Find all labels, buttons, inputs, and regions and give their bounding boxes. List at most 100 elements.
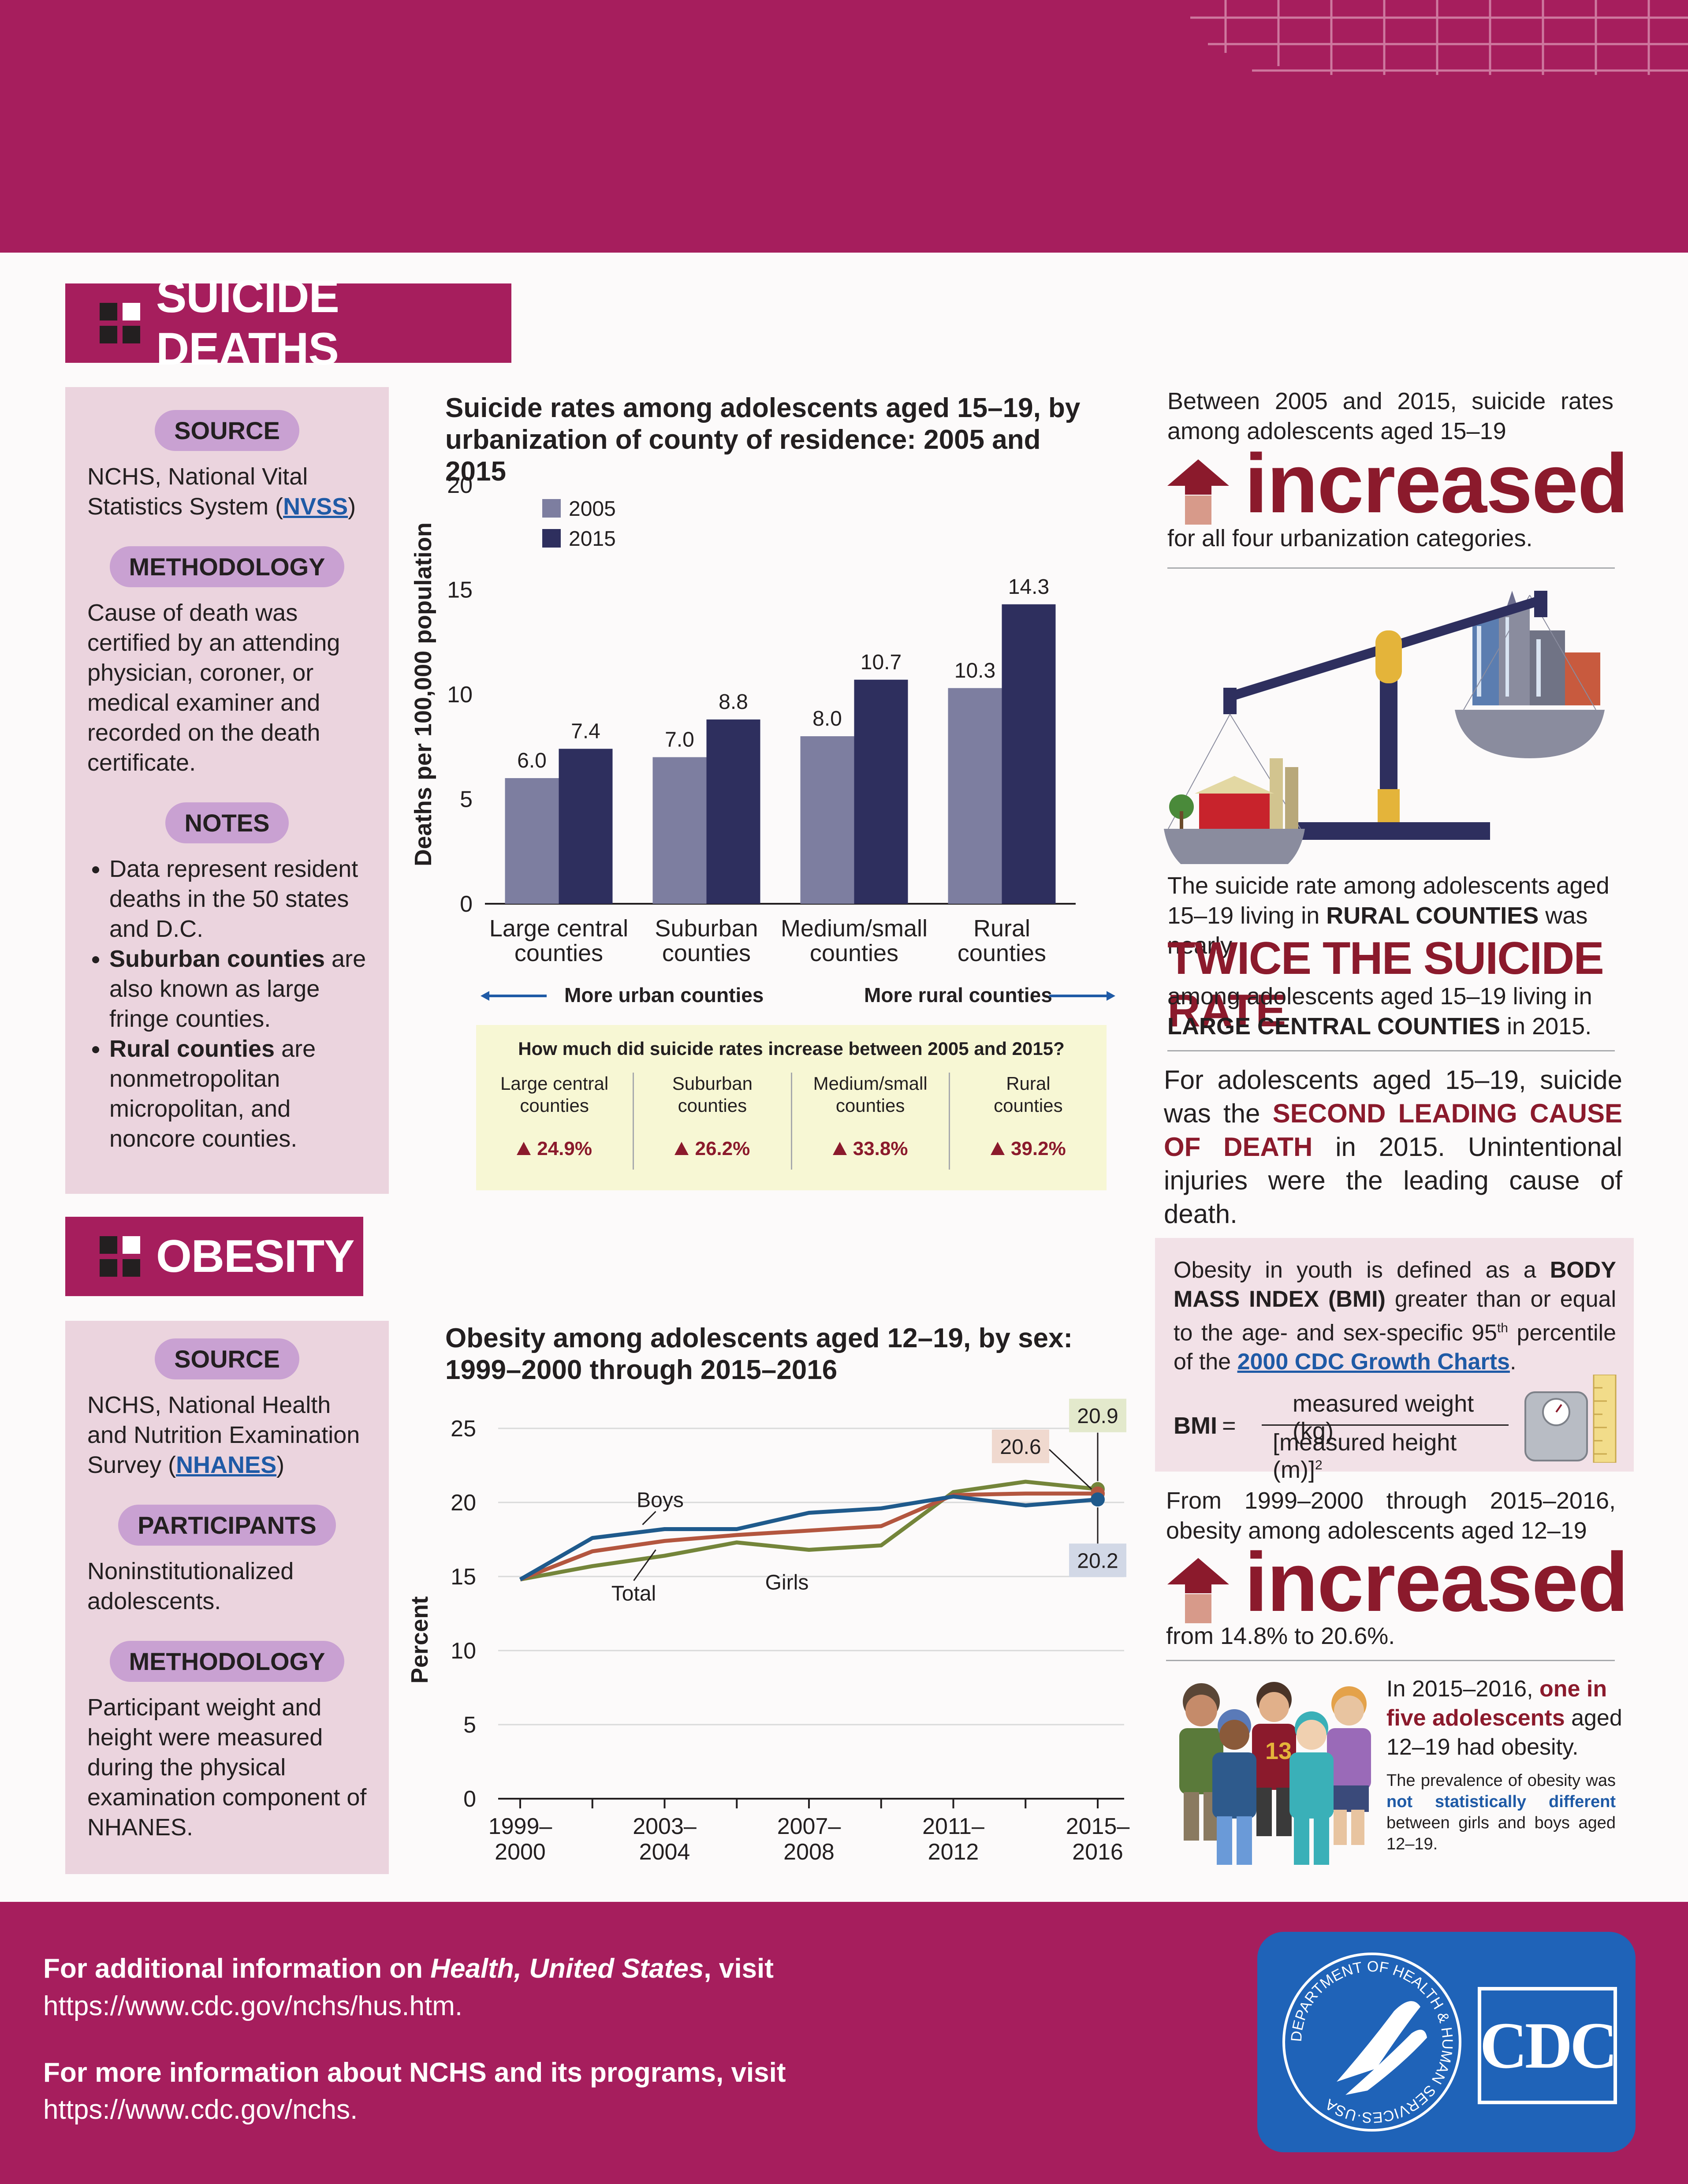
y-tick-label: 5: [460, 787, 473, 812]
legend-swatch: [542, 499, 561, 518]
y-tick-label: 0: [460, 891, 473, 917]
x-tick-label: 2016: [1072, 1839, 1123, 1865]
suicide-fact1-top: Between 2005 and 2015, suicide rates amo…: [1167, 388, 1613, 444]
urban-rural-arrows: More urban counties More rural counties: [481, 983, 1115, 1014]
fraction-bar: [1262, 1424, 1509, 1426]
cdc-logo: CDC: [1478, 1987, 1617, 2104]
note-item: Suburban counties are also known as larg…: [109, 944, 371, 1034]
x-tick-label: counties: [514, 940, 603, 966]
series-line-total: [519, 1491, 1098, 1581]
left-arrow-icon: [481, 991, 547, 1001]
increase-question: How much did suicide rates increase betw…: [518, 1038, 1065, 1059]
triangle-up-icon: [990, 1142, 1005, 1155]
twice-rate-text: TWICE THE SUICIDE RATE: [1167, 933, 1604, 1036]
x-tick-label: counties: [662, 940, 751, 966]
increase-columns: Large central counties 24.9% Suburban counti…: [476, 1073, 1107, 1170]
increase-column: Large central counties 24.9%: [476, 1073, 634, 1170]
series-line-boys: [519, 1495, 1098, 1581]
up-arrow-icon: [1167, 459, 1229, 525]
more-rural-label: More rural counties: [864, 984, 1052, 1006]
grid-decoration: [1190, 0, 1688, 75]
bar-value-label: 7.4: [571, 720, 600, 743]
end-label-box: [1069, 1543, 1126, 1577]
increase-label: Medium/small: [813, 1073, 928, 1094]
series-line-girls: [520, 1480, 1098, 1582]
suicide-fact2-cont: among adolescents aged 15–19 living in L…: [1167, 983, 1592, 1040]
increase-label: Suburban: [672, 1073, 753, 1094]
source-pill: SOURCE: [155, 1338, 299, 1379]
increase-label: counties: [520, 1095, 589, 1116]
footer-band: For additional information on Health, Un…: [0, 1902, 1688, 2184]
suicide-fact2: The suicide rate among adolescents aged …: [1167, 872, 1610, 959]
divider: [1166, 1660, 1615, 1661]
note-item: Data represent resident deaths in the 50…: [109, 854, 371, 944]
y-axis-label: Deaths per 100,000 population: [410, 522, 436, 866]
label-leader: [633, 1549, 656, 1581]
increase-value: 39.2%: [950, 1138, 1107, 1160]
legend-label: 2005: [569, 497, 616, 521]
methodology-pill: METHODOLOGY: [109, 1641, 345, 1682]
increased-text: increased: [1245, 437, 1628, 530]
suicide-section-title-text: SUICIDE DEATHS: [156, 271, 339, 375]
suicide-fact1-bottom: for all four urbanization categories.: [1167, 525, 1533, 552]
increase-label: Large central: [500, 1073, 609, 1094]
label-leader: [1048, 1449, 1092, 1490]
bar-value-label: 10.3: [954, 659, 995, 682]
x-tick-label: 2000: [495, 1839, 546, 1865]
y-tick-label: 25: [451, 1416, 476, 1442]
up-arrow-icon: [1167, 1558, 1229, 1623]
increase-column: Rural counties 39.2%: [950, 1073, 1107, 1170]
x-tick-label: 1999–: [488, 1814, 552, 1839]
x-tick-label: Medium/small: [781, 915, 928, 942]
footer-url1[interactable]: https://www.cdc.gov/nchs/hus.htm.: [43, 1991, 463, 2021]
bar-2005: [948, 688, 1002, 904]
suicide-bar-chart: 0 5 10 15 20 Deaths per 100,000 population 200…: [410, 473, 1076, 966]
increase-label: counties: [678, 1095, 747, 1116]
end-label-box: [992, 1429, 1049, 1463]
suicide-chart-title: Suicide rates among adolescents aged 15–…: [445, 393, 1081, 487]
x-tick-label: 2008: [783, 1839, 835, 1865]
nvss-link[interactable]: NVSS: [283, 493, 348, 520]
x-tick-label: Suburban: [655, 915, 758, 942]
bar-2015: [1002, 604, 1056, 904]
bar-2015: [706, 719, 760, 904]
methodology-pill: METHODOLOGY: [109, 546, 345, 587]
obesity-fact3: The prevalence of obesity was not statis…: [1386, 1771, 1616, 1853]
y-tick-label: 10: [447, 682, 473, 708]
end-label-box: [1069, 1398, 1126, 1432]
y-axis-label: Percent: [406, 1596, 433, 1684]
obesity-info-panel: SOURCE NCHS, National Health and Nutriti…: [65, 1321, 389, 1874]
legend-swatch: [542, 529, 561, 548]
x-tick-label: 2015–: [1066, 1814, 1130, 1839]
hhs-seal-icon: DEPARTMENT OF HEALTH & HUMAN SERVICES·US…: [1282, 1953, 1461, 2132]
divider: [1167, 567, 1615, 569]
obesity-fact1-top: From 1999–2000 through 2015–2016, obesit…: [1166, 1487, 1616, 1544]
methodology-text: Participant weight and height were measu…: [87, 1694, 367, 1841]
footer-line2: For more information about NCHS and its …: [43, 2057, 786, 2088]
y-tick-label: 0: [463, 1786, 476, 1812]
bmi-label: BMI: [1174, 1413, 1217, 1439]
bar-2005: [800, 736, 854, 904]
legend-label: 2015: [569, 527, 616, 551]
source-pill: SOURCE: [155, 410, 299, 451]
increase-table: How much did suicide rates increase betw…: [476, 1025, 1107, 1190]
y-tick-label: 20: [447, 473, 473, 498]
increase-column: Medium/small counties 33.8%: [792, 1073, 950, 1170]
y-tick-label: 15: [451, 1564, 476, 1590]
growth-charts-link[interactable]: 2000 CDC Growth Charts: [1237, 1349, 1510, 1375]
cdc-logo-text: CDC: [1479, 2009, 1618, 2082]
bmi-equals: =: [1222, 1413, 1236, 1439]
footer-url2[interactable]: https://www.cdc.gov/nchs.: [43, 2095, 358, 2125]
obesity-line-chart: 0 5 10 15 20 25 Percent 1999–2000 2003–2004 2007–…: [406, 1398, 1130, 1865]
nhanes-link[interactable]: NHANES: [176, 1452, 277, 1478]
y-tick-label: 15: [447, 578, 473, 603]
bar-value-label: 7.0: [665, 728, 694, 752]
bar-2015: [854, 679, 908, 904]
end-label-girls: 20.9: [1077, 1405, 1118, 1428]
bmi-numerator: measured weight (kg): [1293, 1390, 1474, 1444]
bmi-denominator: [measured height (m)]2: [1273, 1429, 1457, 1483]
more-urban-label: More urban counties: [564, 984, 764, 1006]
bar-2005: [652, 757, 707, 904]
adolescents-illustration: 13: [1179, 1682, 1371, 1865]
increase-label: counties: [994, 1095, 1063, 1116]
